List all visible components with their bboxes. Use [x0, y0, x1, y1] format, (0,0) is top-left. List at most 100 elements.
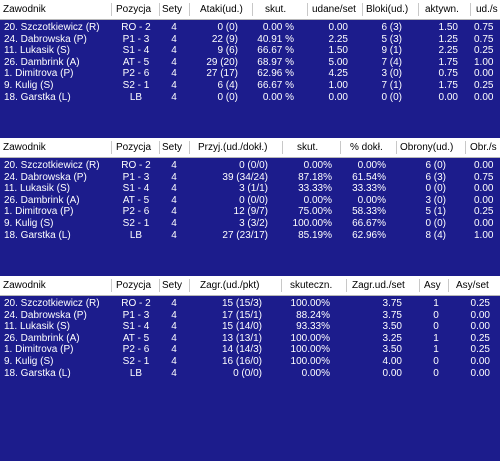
- cell-zawodnik: 18. Garstka (L): [4, 91, 71, 103]
- col-header-pozycja[interactable]: Pozycja: [116, 4, 152, 15]
- cell-sety: 4: [171, 160, 177, 171]
- cell-obrony: 8 (4): [425, 229, 446, 241]
- col-header-zagr-ud-set[interactable]: Zagr.ud./set: [352, 280, 405, 291]
- col-header-dokl[interactable]: % dokł.: [350, 142, 383, 153]
- cell-pozycja: RO - 2: [121, 160, 151, 171]
- col-header-zagr[interactable]: Zagr.(ud./pkt): [200, 280, 260, 291]
- col-header-ataki[interactable]: Ataki(ud.): [200, 4, 243, 15]
- cell-skut: 100.00%: [292, 218, 332, 229]
- table-row[interactable]: 26. Dambrink (A) AT - 5 4 13 (13/1) 100.00% 3…: [0, 333, 500, 345]
- col-header-pozycja[interactable]: Pozycja: [116, 280, 152, 291]
- col-header-obr-s[interactable]: Obr./s: [470, 142, 497, 153]
- cell-obr-s: 0.00: [474, 160, 494, 171]
- col-header-aktywn[interactable]: aktywn.: [425, 4, 459, 15]
- cell-bloki: 5 (3): [381, 33, 402, 45]
- col-header-zawodnik[interactable]: Zawodnik: [3, 280, 46, 291]
- col-header-zawodnik[interactable]: Zawodnik: [3, 142, 46, 153]
- table-row[interactable]: 20. Szczotkiewicz (R) RO - 2 4 0 (0/0) 0.00%…: [0, 160, 500, 172]
- col-header-ud-s[interactable]: ud./s: [476, 4, 498, 15]
- col-header-sety[interactable]: Sety: [162, 280, 183, 291]
- col-header-zawodnik[interactable]: Zawodnik: [3, 4, 46, 15]
- cell-zawodnik: 1. Dimitrova (P): [4, 344, 74, 356]
- cell-pozycja: RO - 2: [121, 22, 151, 33]
- table-row[interactable]: 18. Garstka (L) LB 4 0 (0) 0.00 % 0.00 0 (0) 0.…: [0, 92, 500, 104]
- cell-obrony: 6 (0): [425, 160, 446, 171]
- table-row[interactable]: 20. Szczotkiewicz (R) RO - 2 4 0 (0) 0.00 % 0…: [0, 22, 500, 34]
- col-header-skut[interactable]: skut.: [297, 142, 319, 153]
- col-header-sety[interactable]: Sety: [162, 142, 183, 153]
- col-header-skut[interactable]: skut.: [265, 4, 287, 15]
- col-header-asy-set[interactable]: Asy/set: [456, 280, 489, 291]
- cell-asy-set: 0.25: [470, 344, 490, 356]
- cell-zawodnik: 1. Dimitrova (P): [4, 206, 74, 218]
- cell-obrony: 0 (0): [425, 183, 446, 195]
- cell-zawodnik: 9. Kulig (S): [4, 218, 54, 229]
- cell-ataki: 0 (0): [217, 22, 238, 33]
- cell-sety: 4: [171, 80, 177, 91]
- col-header-pozycja[interactable]: Pozycja: [116, 142, 152, 153]
- cell-skut: 75.00%: [298, 206, 332, 218]
- table-row[interactable]: 11. Lukasik (S) S1 - 4 4 15 (14/0) 93.33% 3.5…: [0, 321, 500, 333]
- table-row[interactable]: 18. Garstka (L) LB 4 0 (0/0) 0.00% 0.00 0 0.00: [0, 368, 500, 380]
- table-row[interactable]: 24. Dabrowska (P) P1 - 3 4 17 (15/1) 88.24% 3…: [0, 310, 500, 322]
- cell-zawodnik: 26. Dambrink (A): [4, 332, 80, 344]
- cell-pozycja: S2 - 1: [122, 218, 150, 229]
- cell-sety: 4: [171, 91, 177, 103]
- cell-bloki: 3 (0): [381, 68, 402, 80]
- cell-obr-s: 0.75: [474, 171, 494, 183]
- cell-bloki: 7 (4): [381, 56, 402, 68]
- table-row[interactable]: 18. Garstka (L) LB 4 27 (23/17) 85.19% 62.96%…: [0, 230, 500, 242]
- cell-skuteczn: 93.33%: [296, 321, 330, 333]
- table-row[interactable]: 26. Dambrink (A) AT - 5 4 29 (20) 68.97 % 5.0…: [0, 57, 500, 69]
- cell-zawodnik: 24. Dabrowska (P): [4, 171, 87, 183]
- col-header-udane-set[interactable]: udane/set: [312, 4, 356, 15]
- table-row[interactable]: 20. Szczotkiewicz (R) RO - 2 4 15 (15/3) 100…: [0, 298, 500, 310]
- cell-pozycja: LB: [129, 367, 143, 379]
- table-row[interactable]: 1. Dimitrova (P) P2 - 6 4 27 (17) 62.96 % 4.2…: [0, 68, 500, 80]
- col-header-obrony[interactable]: Obrony(ud.): [400, 142, 454, 153]
- cell-pozycja: P2 - 6: [122, 206, 150, 218]
- cell-zawodnik: 11. Lukasik (S): [4, 321, 70, 333]
- table-row[interactable]: 1. Dimitrova (P) P2 - 6 4 14 (14/3) 100.00% 3…: [0, 344, 500, 356]
- col-header-przyj[interactable]: Przyj.(ud./dokł.): [198, 142, 268, 153]
- col-header-sety[interactable]: Sety: [162, 4, 183, 15]
- cell-dokl: 62.96%: [352, 229, 386, 241]
- cell-sety: 4: [171, 321, 177, 333]
- table-row[interactable]: 9. Kulig (S) S2 - 1 4 6 (4) 66.67 % 1.00 7 (1)…: [0, 80, 500, 92]
- table-row[interactable]: 24. Dabrowska (P) P1 - 3 4 22 (9) 40.91 % 2.2…: [0, 34, 500, 46]
- table-row[interactable]: 9. Kulig (S) S2 - 1 4 3 (3/2) 100.00% 66.67% 0…: [0, 218, 500, 230]
- cell-asy-set: 0.00: [470, 309, 490, 321]
- table-row[interactable]: 11. Lukasik (S) S1 - 4 4 9 (6) 66.67 % 1.50 9 …: [0, 45, 500, 57]
- table-row[interactable]: 26. Dambrink (A) AT - 5 4 0 (0/0) 0.00% 0.00%…: [0, 195, 500, 207]
- cell-przyj: 0 (0/0): [239, 160, 268, 171]
- cell-obrony: 5 (1): [425, 206, 446, 218]
- table-row[interactable]: 11. Lukasik (S) S1 - 4 4 3 (1/1) 33.33% 33.33…: [0, 183, 500, 195]
- cell-zagr-ud-set: 4.00: [382, 356, 402, 367]
- col-header-skuteczn[interactable]: skuteczn.: [290, 280, 333, 291]
- cell-obr-s: 0.25: [474, 206, 494, 218]
- table-row[interactable]: 1. Dimitrova (P) P2 - 6 4 12 (9/7) 75.00% 58.…: [0, 206, 500, 218]
- table-row[interactable]: 9. Kulig (S) S2 - 1 4 16 (16/0) 100.00% 4.00 0…: [0, 356, 500, 368]
- table-row[interactable]: 24. Dabrowska (P) P1 - 3 4 39 (34/24) 87.18%…: [0, 172, 500, 184]
- cell-skuteczn: 88.24%: [296, 309, 330, 321]
- cell-pozycja: P2 - 6: [122, 68, 150, 80]
- cell-zagr-ud-set: 3.50: [382, 321, 402, 333]
- cell-ud-s: 0.75: [474, 33, 494, 45]
- col-header-asy[interactable]: Asy: [424, 280, 441, 291]
- cell-obrony: 6 (3): [425, 171, 446, 183]
- cell-obr-s: 0.00: [474, 194, 494, 206]
- cell-ataki: 9 (6): [217, 45, 238, 57]
- cell-sety: 4: [171, 367, 177, 379]
- cell-pozycja: S2 - 1: [122, 356, 150, 367]
- cell-zawodnik: 9. Kulig (S): [4, 80, 54, 91]
- cell-ud-s: 0.00: [474, 91, 494, 103]
- cell-zagr: 16 (16/0): [221, 356, 262, 367]
- cell-zagr-ud-set: 3.50: [382, 344, 402, 356]
- col-header-bloki[interactable]: Bloki(ud.): [366, 4, 409, 15]
- cell-sety: 4: [171, 229, 177, 241]
- cell-bloki: 0 (0): [381, 91, 402, 103]
- cell-sety: 4: [171, 194, 177, 206]
- cell-bloki: 9 (1): [381, 45, 402, 57]
- cell-zawodnik: 18. Garstka (L): [4, 229, 71, 241]
- attack-header-row: Zawodnik Pozycja Sety Ataki(ud.) skut. u…: [0, 0, 500, 20]
